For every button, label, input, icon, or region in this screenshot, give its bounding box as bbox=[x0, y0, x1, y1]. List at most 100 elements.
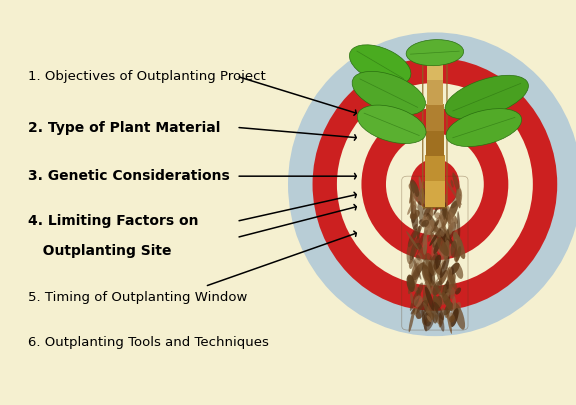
Ellipse shape bbox=[425, 286, 434, 311]
Text: 3. Genetic Considerations: 3. Genetic Considerations bbox=[28, 169, 229, 183]
Ellipse shape bbox=[350, 45, 411, 85]
Ellipse shape bbox=[352, 71, 426, 115]
Ellipse shape bbox=[414, 298, 419, 307]
Ellipse shape bbox=[444, 232, 449, 259]
Ellipse shape bbox=[434, 238, 441, 254]
Ellipse shape bbox=[422, 264, 432, 284]
Ellipse shape bbox=[428, 217, 439, 242]
Ellipse shape bbox=[449, 225, 452, 235]
Text: 5. Timing of Outplanting Window: 5. Timing of Outplanting Window bbox=[28, 291, 247, 304]
Ellipse shape bbox=[445, 222, 456, 241]
Ellipse shape bbox=[445, 75, 528, 119]
Ellipse shape bbox=[425, 253, 437, 276]
Ellipse shape bbox=[427, 315, 432, 322]
Ellipse shape bbox=[411, 308, 415, 315]
Ellipse shape bbox=[418, 201, 423, 224]
Ellipse shape bbox=[445, 180, 462, 205]
Ellipse shape bbox=[414, 295, 422, 307]
Ellipse shape bbox=[434, 226, 441, 238]
Ellipse shape bbox=[456, 246, 461, 262]
Ellipse shape bbox=[416, 287, 420, 299]
Ellipse shape bbox=[449, 315, 455, 323]
Ellipse shape bbox=[441, 217, 448, 229]
Ellipse shape bbox=[337, 83, 533, 286]
Ellipse shape bbox=[454, 240, 463, 262]
Ellipse shape bbox=[444, 303, 453, 315]
Ellipse shape bbox=[412, 253, 423, 280]
Ellipse shape bbox=[446, 206, 450, 213]
Ellipse shape bbox=[419, 230, 427, 245]
Ellipse shape bbox=[446, 266, 457, 291]
Ellipse shape bbox=[446, 109, 522, 147]
Ellipse shape bbox=[444, 279, 449, 301]
Ellipse shape bbox=[288, 32, 576, 336]
Ellipse shape bbox=[448, 200, 458, 220]
Ellipse shape bbox=[433, 264, 442, 275]
Ellipse shape bbox=[433, 232, 442, 247]
Ellipse shape bbox=[427, 304, 439, 322]
Ellipse shape bbox=[438, 260, 446, 272]
Ellipse shape bbox=[435, 314, 442, 325]
Ellipse shape bbox=[443, 292, 449, 301]
Ellipse shape bbox=[409, 259, 414, 269]
Ellipse shape bbox=[426, 277, 439, 303]
Ellipse shape bbox=[429, 228, 441, 246]
Ellipse shape bbox=[425, 174, 445, 194]
Ellipse shape bbox=[450, 302, 461, 321]
Ellipse shape bbox=[448, 239, 457, 257]
Ellipse shape bbox=[446, 312, 454, 320]
Ellipse shape bbox=[422, 262, 432, 288]
Ellipse shape bbox=[313, 58, 557, 311]
Ellipse shape bbox=[439, 201, 451, 221]
Ellipse shape bbox=[431, 300, 438, 324]
Ellipse shape bbox=[423, 313, 431, 326]
Ellipse shape bbox=[423, 302, 433, 320]
Ellipse shape bbox=[446, 307, 452, 334]
Ellipse shape bbox=[408, 267, 420, 294]
Ellipse shape bbox=[442, 194, 447, 211]
Ellipse shape bbox=[415, 192, 422, 201]
Ellipse shape bbox=[407, 201, 415, 215]
Ellipse shape bbox=[423, 181, 438, 202]
Ellipse shape bbox=[434, 171, 443, 194]
Ellipse shape bbox=[416, 300, 428, 319]
Ellipse shape bbox=[441, 242, 446, 269]
Ellipse shape bbox=[455, 288, 461, 294]
Ellipse shape bbox=[423, 213, 430, 228]
Ellipse shape bbox=[453, 234, 460, 245]
Ellipse shape bbox=[427, 274, 444, 300]
Ellipse shape bbox=[448, 267, 454, 279]
Bar bbox=[426, 104, 444, 130]
Ellipse shape bbox=[426, 213, 438, 233]
Ellipse shape bbox=[421, 220, 429, 228]
Ellipse shape bbox=[449, 278, 456, 299]
Ellipse shape bbox=[408, 183, 415, 192]
Ellipse shape bbox=[418, 283, 423, 294]
Ellipse shape bbox=[438, 215, 445, 237]
Ellipse shape bbox=[454, 262, 463, 279]
Ellipse shape bbox=[422, 305, 431, 325]
Ellipse shape bbox=[444, 273, 456, 295]
Ellipse shape bbox=[431, 238, 438, 262]
Bar bbox=[427, 54, 443, 80]
Ellipse shape bbox=[417, 226, 420, 239]
Ellipse shape bbox=[412, 307, 422, 319]
Ellipse shape bbox=[423, 198, 430, 210]
Ellipse shape bbox=[424, 220, 434, 235]
Ellipse shape bbox=[434, 302, 444, 320]
Ellipse shape bbox=[408, 309, 415, 332]
Ellipse shape bbox=[414, 295, 428, 315]
Ellipse shape bbox=[412, 256, 422, 280]
Ellipse shape bbox=[434, 281, 439, 298]
Ellipse shape bbox=[413, 224, 417, 230]
Ellipse shape bbox=[433, 281, 442, 296]
Ellipse shape bbox=[422, 258, 430, 269]
Ellipse shape bbox=[428, 253, 439, 277]
Bar bbox=[425, 181, 445, 207]
Ellipse shape bbox=[457, 211, 460, 239]
Ellipse shape bbox=[442, 284, 450, 305]
Ellipse shape bbox=[425, 182, 435, 191]
Ellipse shape bbox=[411, 205, 416, 224]
Ellipse shape bbox=[429, 256, 433, 283]
Ellipse shape bbox=[449, 216, 455, 229]
